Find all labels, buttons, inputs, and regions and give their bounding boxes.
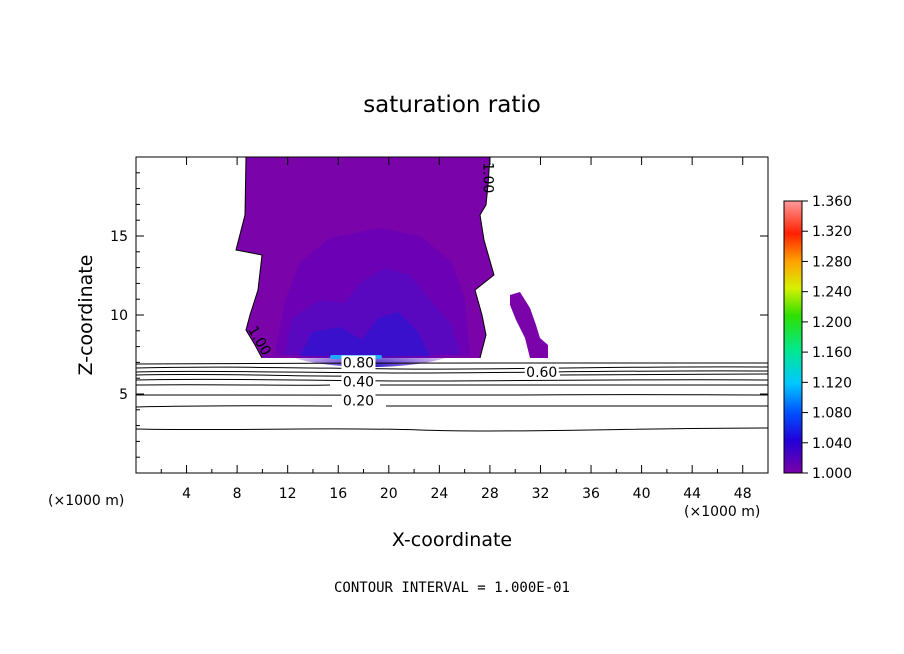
contour-line-080 <box>136 366 768 370</box>
x-tick-label-2: 12 <box>279 486 297 502</box>
x-tick-label-11: 48 <box>734 486 752 502</box>
contour-line-020 <box>136 405 768 408</box>
contour-line-040 <box>136 384 768 386</box>
contour-line-030 <box>136 394 768 396</box>
colorbar-labels: 1.360 1.320 1.280 1.240 1.200 1.160 1.120 1.080… <box>802 194 852 482</box>
x-tick-label-7: 32 <box>532 486 550 502</box>
chart-title: saturation ratio <box>363 92 541 118</box>
colorbar-label-0: 1.360 <box>812 194 852 210</box>
contour-label-0: 1.00 <box>480 162 496 193</box>
contour-line-050 <box>136 378 768 382</box>
colorbar-label-4: 1.200 <box>812 315 852 331</box>
x-unit-right: (×1000 m) <box>684 504 760 520</box>
contour-line-100-edge <box>235 157 495 359</box>
colorbar-label-2: 1.280 <box>812 254 852 270</box>
plot-area: 1.001.000.800.600.400.20 <box>136 157 768 432</box>
x-axis-label: X-coordinate <box>392 529 512 551</box>
inner-region-3 <box>300 312 430 356</box>
x-unit-left: (×1000 m) <box>48 493 124 509</box>
y-tick-label-1: 10 <box>110 308 128 324</box>
x-tick-label-6: 28 <box>481 486 499 502</box>
contour-lines <box>136 157 768 432</box>
x-tick-label-1: 8 <box>233 486 242 502</box>
colorbar-label-5: 1.160 <box>812 345 852 361</box>
contour-line-010 <box>136 427 768 432</box>
contour-labels: 1.001.000.800.600.400.20 <box>244 162 559 409</box>
x-tick-label-9: 40 <box>633 486 651 502</box>
contour-interval-note: CONTOUR INTERVAL = 1.000E-01 <box>334 580 570 596</box>
contour-label-5: 0.20 <box>343 393 374 409</box>
contour-label-3: 0.60 <box>526 365 557 381</box>
contour-line-090 <box>136 362 768 365</box>
x-tick-label-4: 20 <box>380 486 398 502</box>
y-tick-label-0: 5 <box>119 387 128 403</box>
contour-label-bg-3 <box>524 365 559 380</box>
secondary-supersaturation-region <box>510 292 548 358</box>
contour-label-bg-2 <box>341 355 376 370</box>
contour-label-bg-4 <box>341 374 376 389</box>
colorbar-label-9: 1.000 <box>812 466 852 482</box>
y-axis-label: Z-coordinate <box>75 255 97 376</box>
colorbar-label-3: 1.240 <box>812 285 852 301</box>
x-tick-label-10: 44 <box>683 486 701 502</box>
y-tick-label-2: 15 <box>110 229 128 245</box>
colorbar-label-7: 1.080 <box>812 406 852 422</box>
contour-label-4: 0.40 <box>343 375 374 391</box>
colorbar-label-6: 1.120 <box>812 375 852 391</box>
contour-line-070 <box>136 370 768 374</box>
contour-line-060 <box>136 373 768 377</box>
x-tick-label-8: 36 <box>582 486 600 502</box>
x-tick-label-3: 16 <box>329 486 347 502</box>
x-tick-label-0: 4 <box>182 486 191 502</box>
contour-label-2: 0.80 <box>343 356 374 372</box>
x-tick-label-5: 24 <box>430 486 448 502</box>
x-axis: 4 8 12 16 20 24 28 32 36 40 44 48 <box>160 157 752 502</box>
contour-label-bg-5 <box>341 393 376 408</box>
colorbar-label-8: 1.040 <box>812 436 852 452</box>
colorbar-label-1: 1.320 <box>812 224 852 240</box>
y-axis: 5 10 15 <box>110 172 768 458</box>
colorbar <box>783 200 803 474</box>
